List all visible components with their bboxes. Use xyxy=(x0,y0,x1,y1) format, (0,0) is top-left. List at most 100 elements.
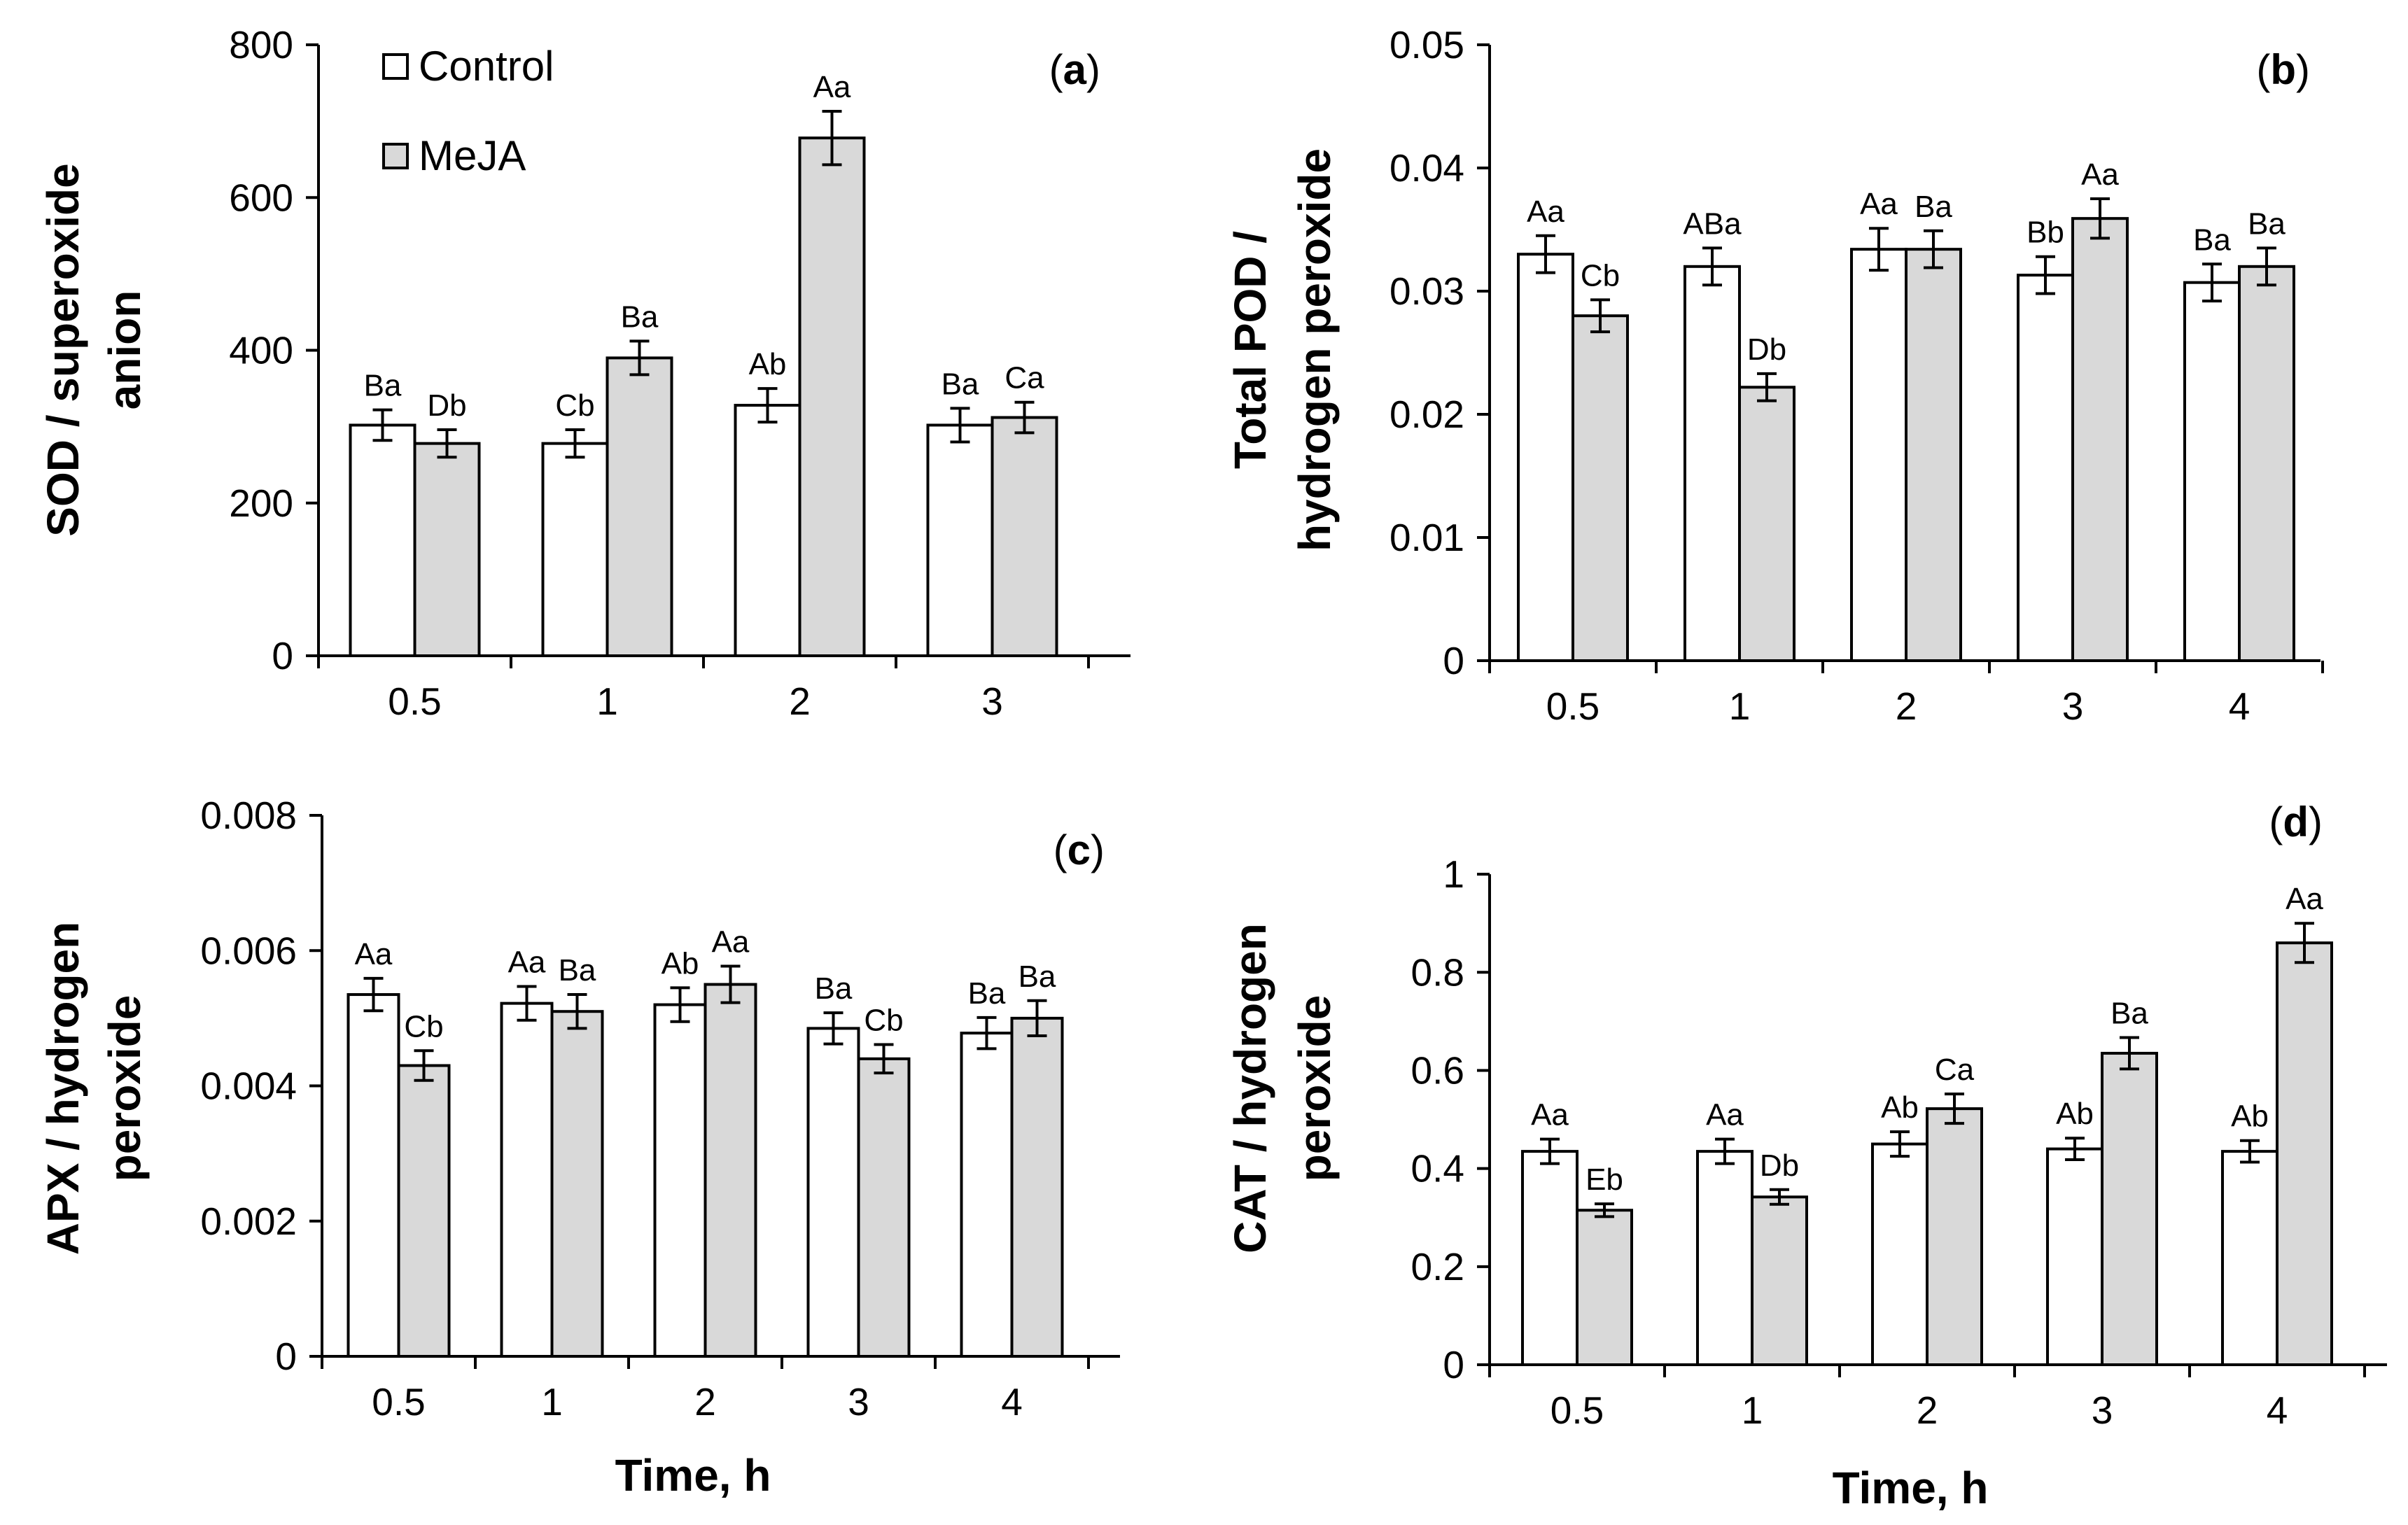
panel-b-x-tick-label: 3 xyxy=(2062,684,2084,728)
panel-c-y-tick-label: 0.006 xyxy=(200,929,297,972)
panel-c-y-tick-label: 0 xyxy=(275,1335,297,1378)
panel-d-bar-meja xyxy=(1576,1209,1633,1366)
panel-d-significance-label: Ab xyxy=(2056,1097,2094,1131)
panel-a-significance-label: Ba xyxy=(621,300,659,334)
panel-c-label-part: ( xyxy=(1054,827,1068,873)
panel-c-bar-control xyxy=(806,1027,860,1358)
panel-c-x-tick-label: 4 xyxy=(1001,1380,1023,1424)
panel-b-significance-label: ABa xyxy=(1683,206,1742,241)
panel-d-bar-control xyxy=(1871,1142,1928,1367)
panel-c-significance-label: Aa xyxy=(355,937,393,971)
panel-b-bar-meja xyxy=(1572,314,1629,662)
panel-c-bar-control xyxy=(653,1003,707,1358)
panel-b-x-tick-label: 0.5 xyxy=(1546,684,1600,728)
panel-c-y-tick-label: 0.002 xyxy=(200,1200,297,1243)
panel-a-significance-label: Ab xyxy=(749,347,787,381)
panel-d-significance-label: Ab xyxy=(2231,1099,2269,1134)
panel-b-label-part: ( xyxy=(2256,46,2270,93)
panel-a-label: (a) xyxy=(1049,46,1100,93)
panel-d-significance-label: Ab xyxy=(1881,1090,1919,1125)
legend: Control MeJA xyxy=(382,43,554,179)
panel-c-significance-label: Cb xyxy=(864,1004,903,1038)
panel-a-y-axis-title: anion xyxy=(99,290,150,410)
panel-c-bar-control xyxy=(500,1002,554,1358)
panel-b-bar-control xyxy=(2017,274,2074,662)
panel-d-bar-control xyxy=(1521,1150,1578,1366)
panel-c-significance-label: Aa xyxy=(508,945,546,979)
panel-a-x-tick-label: 2 xyxy=(789,680,811,723)
panel-a-bar-meja xyxy=(990,416,1058,658)
panel-d-x-axis-title: Time, h xyxy=(1833,1463,1989,1513)
panel-d-significance-label: Ba xyxy=(2110,997,2148,1031)
panel-a-y-tick-label: 600 xyxy=(229,176,293,219)
panel-b-significance-label: Ba xyxy=(1914,190,1952,224)
panel-c-label-part: c xyxy=(1068,827,1091,873)
panel-d-label-part: ) xyxy=(2309,799,2323,845)
panel-b-significance-label: Bb xyxy=(2026,216,2064,250)
panel-d-significance-label: Db xyxy=(1760,1148,1799,1183)
panel-b-y-tick-label: 0 xyxy=(1443,639,1464,682)
panel-d-y-tick-label: 0.6 xyxy=(1411,1048,1464,1092)
panel-c-bar-meja xyxy=(397,1064,451,1358)
panel-b-y-axis-title: Total POD / xyxy=(1225,231,1275,469)
panel-c-y-tick-label: 0.008 xyxy=(200,794,297,837)
panel-d-bar-meja xyxy=(2276,941,2333,1367)
legend-swatch-meja xyxy=(382,143,409,169)
panel-a-significance-label: Ca xyxy=(1004,361,1044,395)
panel-b-x-tick-label: 1 xyxy=(1729,684,1751,728)
panel-b-x-tick-label: 2 xyxy=(1896,684,1917,728)
panel-b-label-part: b xyxy=(2270,46,2296,93)
panel-d-bar-meja xyxy=(1926,1107,1983,1366)
panel-a-significance-label: Db xyxy=(427,388,466,423)
panel-d-x-tick-label: 2 xyxy=(1917,1389,1938,1432)
panel-d-y-tick-label: 0 xyxy=(1443,1343,1464,1386)
panel-a-chart: 0 200 400 600 800 Ba Db 0.5 Cb Ba 1 Ab Aa 2 Ba Ca 3 SOD /… xyxy=(38,23,1130,723)
panel-c-y-axis-title: peroxide xyxy=(99,995,150,1182)
panel-c-significance-label: Ba xyxy=(815,971,853,1006)
legend-label-control: Control xyxy=(419,43,554,90)
panel-b-bar-meja xyxy=(2071,217,2129,663)
panel-b-x-tick-label: 4 xyxy=(2229,684,2250,728)
panel-d-y-axis-title: peroxide xyxy=(1289,995,1340,1182)
panel-d-significance-label: Ca xyxy=(1935,1053,1975,1087)
panel-d-significance-label: Eb xyxy=(1586,1162,1623,1197)
panel-c-chart: 0 0.002 0.004 0.006 0.008 Aa Cb 0.5 Aa Ba 1 Ab Aa 2 Ba… xyxy=(38,794,1120,1501)
panel-b-label: (b) xyxy=(2256,46,2310,93)
panel-d-x-tick-label: 3 xyxy=(2092,1389,2113,1432)
panel-c-significance-label: Cb xyxy=(404,1009,443,1043)
panel-c-x-tick-label: 3 xyxy=(848,1380,869,1424)
panel-a-y-tick-label: 200 xyxy=(229,482,293,525)
panel-b-label-part: ) xyxy=(2296,46,2310,93)
panel-b-chart: 0 0.01 0.02 0.03 0.04 0.05 Aa Cb 0.5 ABa Db 1 Aa Ba 2 B… xyxy=(1225,23,2324,728)
panel-a-y-tick-label: 800 xyxy=(229,23,293,66)
panel-a-significance-label: Ba xyxy=(941,367,979,401)
panel-b-y-axis-title: hydrogen peroxide xyxy=(1289,148,1340,551)
panel-c-bar-meja xyxy=(1010,1016,1064,1358)
panel-c-y-tick-label: 0.004 xyxy=(200,1064,297,1108)
panel-c-x-tick-label: 2 xyxy=(694,1380,716,1424)
panel-b-y-tick-label: 0.03 xyxy=(1390,269,1464,313)
panel-c-bar-control xyxy=(346,993,400,1358)
legend-swatch-control xyxy=(382,53,409,80)
panel-b-bar-control xyxy=(1684,265,1741,662)
panel-a-y-axis-title: SOD / superoxide xyxy=(38,163,88,536)
panel-b-significance-label: Ba xyxy=(2248,206,2286,241)
panel-d-x-tick-label: 1 xyxy=(1742,1389,1763,1432)
panel-b-bar-control xyxy=(1850,248,1907,663)
panel-d-y-tick-label: 0.2 xyxy=(1411,1245,1464,1288)
panel-a-bar-control xyxy=(349,423,416,657)
panel-a-significance-label: Cb xyxy=(555,388,594,423)
panel-c-x-tick-label: 0.5 xyxy=(372,1380,425,1424)
panel-b-significance-label: Db xyxy=(1747,332,1786,367)
panel-d-significance-label: Aa xyxy=(1706,1098,1744,1132)
panel-c-label: (c) xyxy=(1054,827,1105,873)
panel-a-bar-meja xyxy=(798,136,866,657)
panel-c-bar-meja xyxy=(550,1010,604,1358)
panel-b-bar-control xyxy=(1517,253,1574,662)
panel-d-y-tick-label: 0.4 xyxy=(1411,1147,1464,1190)
panel-d-label: (d) xyxy=(2269,799,2323,845)
panel-c-significance-label: Ba xyxy=(1018,960,1056,994)
panel-d-label-part: d xyxy=(2283,799,2309,845)
panel-c-bar-control xyxy=(960,1032,1014,1358)
